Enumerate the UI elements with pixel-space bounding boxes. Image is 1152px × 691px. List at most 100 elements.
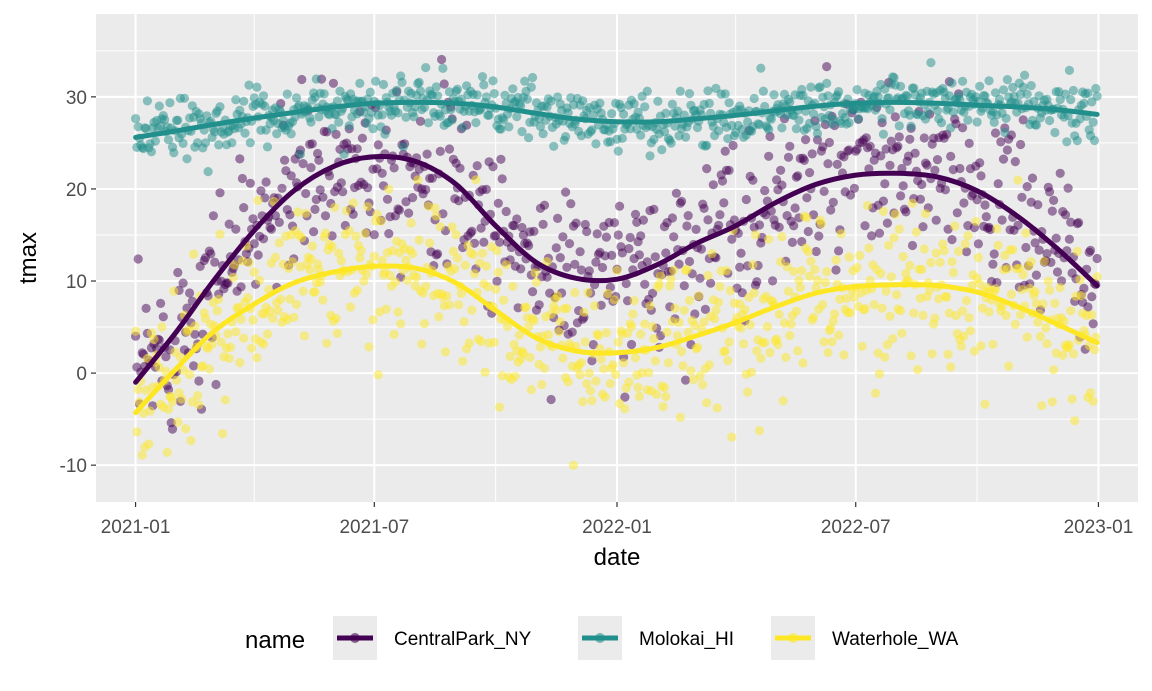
- data-point: [671, 188, 682, 198]
- data-point: [1079, 98, 1089, 108]
- data-point: [538, 129, 548, 139]
- data-point: [791, 306, 802, 316]
- data-point: [605, 378, 616, 389]
- data-point: [919, 244, 929, 254]
- data-point: [356, 245, 366, 256]
- data-point: [655, 271, 666, 281]
- data-point: [422, 149, 432, 159]
- data-point: [812, 135, 823, 145]
- data-point: [320, 228, 331, 238]
- data-point: [882, 340, 893, 350]
- smooth-line: [133, 99, 1100, 140]
- data-point: [785, 330, 795, 341]
- data-point: [681, 132, 691, 142]
- data-point: [207, 339, 217, 349]
- data-point: [932, 155, 943, 165]
- x-tick-label: 2023-01: [1064, 517, 1134, 538]
- data-point: [869, 155, 879, 165]
- data-point: [827, 337, 837, 347]
- data-point: [276, 294, 286, 304]
- data-point: [740, 304, 750, 315]
- data-point: [849, 183, 860, 193]
- data-point: [636, 130, 646, 140]
- data-point: [820, 278, 831, 288]
- data-point: [179, 93, 189, 103]
- data-point: [855, 250, 865, 261]
- data-point: [902, 91, 912, 101]
- data-point: [1013, 220, 1023, 230]
- data-point: [1013, 175, 1023, 185]
- data-point: [1068, 85, 1078, 96]
- data-point: [692, 342, 703, 352]
- data-point: [1001, 113, 1011, 123]
- data-point: [636, 329, 646, 339]
- data-point: [1074, 335, 1084, 345]
- data-point: [630, 209, 641, 219]
- data-point: [459, 317, 469, 327]
- data-point: [215, 229, 225, 239]
- data-point: [661, 108, 671, 118]
- data-point: [320, 211, 331, 221]
- data-point: [834, 246, 844, 256]
- data-point: [564, 239, 575, 249]
- data-point: [214, 294, 224, 304]
- data-point: [923, 107, 933, 117]
- data-point: [567, 327, 577, 337]
- data-point: [146, 147, 156, 157]
- data-point: [812, 275, 823, 285]
- legend-title: name: [245, 627, 305, 654]
- data-point: [642, 257, 652, 267]
- data-point: [823, 347, 833, 358]
- data-point: [438, 63, 448, 73]
- data-point: [1016, 89, 1026, 99]
- data-point: [724, 337, 734, 347]
- data-point: [596, 300, 606, 310]
- data-point: [874, 369, 885, 379]
- data-point: [699, 203, 709, 213]
- data-point: [990, 284, 1001, 294]
- data-point: [612, 265, 622, 275]
- data-point: [502, 321, 513, 331]
- data-point: [421, 281, 431, 291]
- data-point: [344, 226, 354, 236]
- data-point: [608, 360, 618, 370]
- data-point: [607, 250, 617, 260]
- data-point: [223, 329, 233, 339]
- data-point: [576, 358, 587, 368]
- data-point: [917, 264, 927, 274]
- data-point: [286, 129, 296, 139]
- data-point: [520, 76, 530, 86]
- data-point: [530, 268, 540, 278]
- data-point: [472, 90, 482, 100]
- data-point: [950, 221, 960, 231]
- y-tick-label: -10: [60, 456, 87, 477]
- data-point: [1045, 285, 1055, 295]
- data-point: [359, 276, 369, 286]
- data-point: [704, 98, 714, 108]
- data-point: [822, 267, 832, 277]
- data-point: [1087, 292, 1097, 302]
- data-point: [958, 123, 968, 133]
- data-point: [613, 146, 623, 156]
- data-point: [620, 392, 630, 402]
- data-point: [927, 349, 937, 359]
- data-point: [890, 112, 900, 122]
- data-point: [268, 313, 278, 323]
- data-point: [510, 371, 520, 381]
- data-point: [691, 224, 701, 234]
- data-point: [1041, 323, 1051, 333]
- data-point: [447, 222, 457, 232]
- data-point: [878, 129, 889, 139]
- data-point: [258, 234, 269, 244]
- data-point: [1066, 306, 1076, 316]
- data-point: [578, 96, 588, 106]
- data-point: [364, 342, 374, 352]
- data-point: [310, 287, 320, 297]
- data-point: [592, 229, 602, 239]
- data-point: [952, 208, 962, 218]
- data-point: [526, 385, 536, 395]
- data-point: [291, 299, 302, 309]
- data-point: [150, 136, 160, 146]
- data-point: [599, 364, 609, 374]
- data-point: [818, 300, 828, 310]
